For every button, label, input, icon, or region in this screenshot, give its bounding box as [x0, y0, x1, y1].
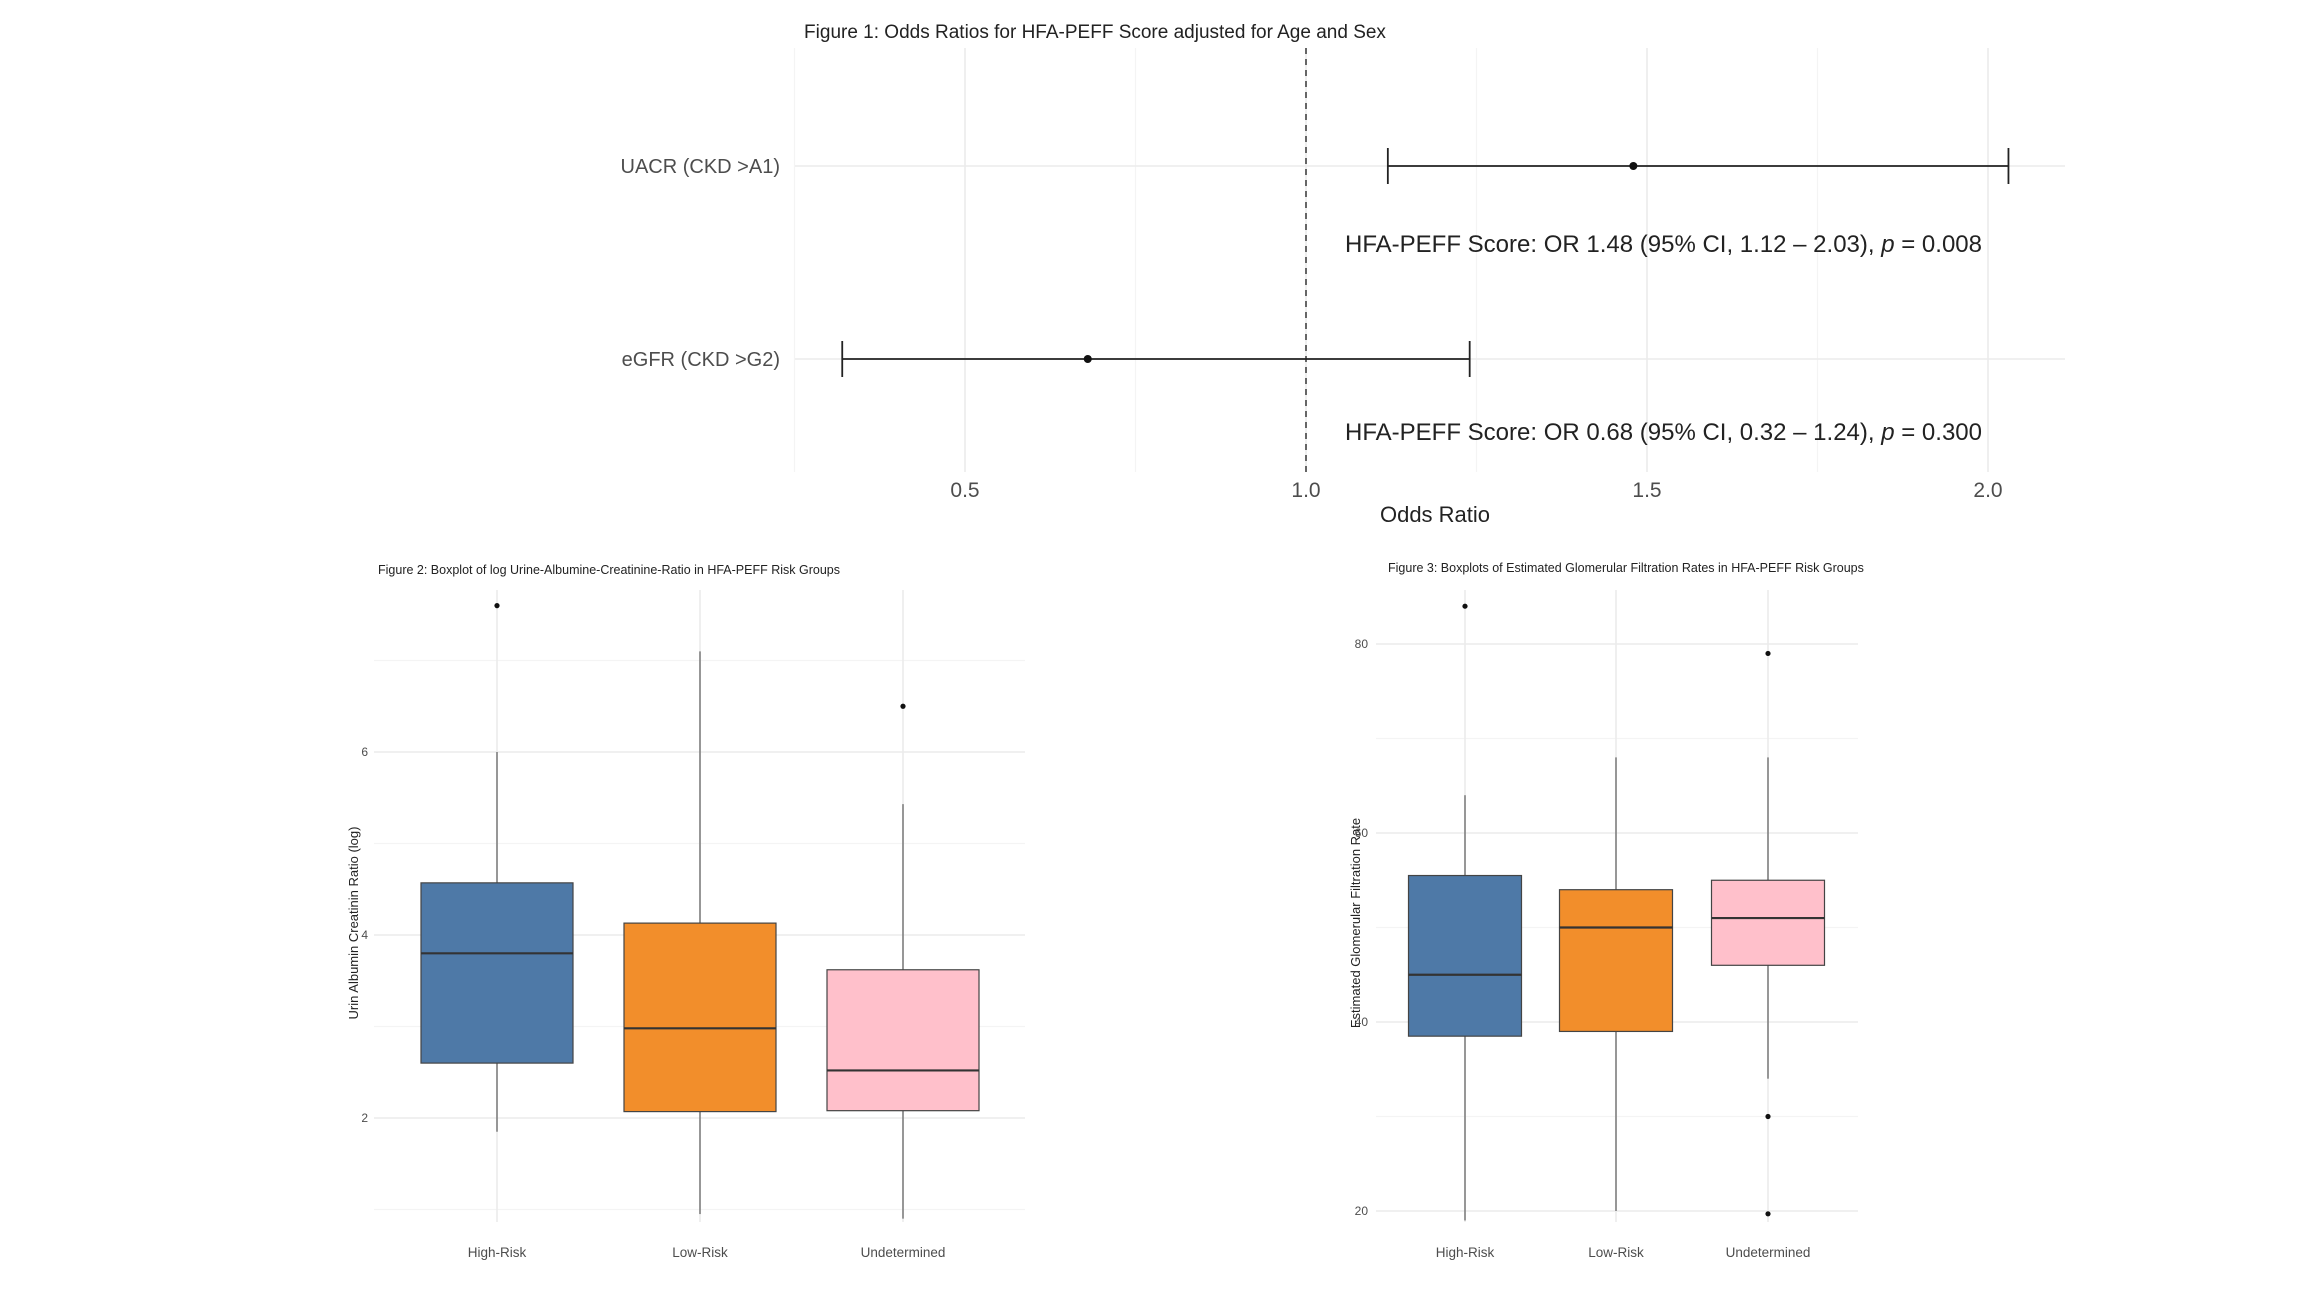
forest-annotation-p: p — [1880, 231, 1894, 258]
forest-plot: Figure 1: Odds Ratios for HFA-PEFF Score… — [621, 22, 2065, 527]
egfr-outlier — [1765, 650, 1771, 657]
uacr-box — [420, 882, 574, 1064]
forest-x-tick-label: 0.5 — [950, 479, 979, 502]
uacr-outlier — [900, 703, 906, 709]
egfr-boxplot-title: Figure 3: Boxplots of Estimated Glomerul… — [1388, 561, 1864, 575]
forest-row-label: eGFR (CKD >G2) — [622, 349, 780, 371]
uacr-x-tick-label: High-Risk — [468, 1245, 527, 1260]
uacr-y-tick-label: 4 — [361, 928, 368, 942]
forest-x-axis-label: Odds Ratio — [1380, 502, 1490, 527]
forest-x-tick-label: 2.0 — [1973, 479, 2002, 502]
forest-marks: 0.5 1.0 1.5 2.0 UACR (CKD >A1) HFA-PEFF Score… — [621, 48, 2010, 502]
forest-point-estimate — [1083, 355, 1092, 363]
uacr-boxplot-title: Figure 2: Boxplot of log Urine-Albumine-… — [378, 563, 840, 577]
forest-point-estimate — [1629, 162, 1638, 170]
egfr-box — [1407, 874, 1523, 1037]
forest-annotation-text: HFA-PEFF Score: OR 0.68 (95% CI, 0.32 – … — [1345, 419, 1881, 446]
uacr-y-axis-label: Urin Albumin Creatinin Ratio (log) — [346, 827, 361, 1020]
uacr-box — [623, 922, 777, 1113]
forest-annotation-p: p — [1880, 419, 1894, 446]
uacr-y-tick-label: 2 — [361, 1111, 368, 1125]
egfr-x-tick-label: High-Risk — [1436, 1245, 1495, 1260]
egfr-box — [1710, 879, 1826, 966]
egfr-outlier — [1765, 1113, 1771, 1120]
forest-title: Figure 1: Odds Ratios for HFA-PEFF Score… — [804, 22, 1386, 43]
uacr-marks: 2 4 6 High-Risk Low-Risk Undetermined — [361, 603, 980, 1260]
uacr-outlier — [494, 603, 500, 609]
forest-annotation-value: = 0.300 — [1895, 419, 1982, 446]
uacr-y-tick-label: 6 — [361, 745, 368, 759]
forest-grid — [793, 48, 2065, 472]
forest-annotation-value: = 0.008 — [1895, 231, 1982, 258]
forest-row-label: UACR (CKD >A1) — [621, 156, 780, 178]
uacr-x-tick-label: Undetermined — [861, 1245, 946, 1260]
egfr-y-tick-label: 20 — [1355, 1204, 1369, 1218]
uacr-boxplot: Figure 2: Boxplot of log Urine-Albumine-… — [346, 563, 1025, 1260]
egfr-boxplot: Figure 3: Boxplots of Estimated Glomerul… — [1348, 561, 1864, 1260]
egfr-outlier — [1462, 603, 1468, 609]
egfr-x-tick-label: Low-Risk — [1588, 1245, 1644, 1260]
egfr-y-axis-label: Estimated Glomerular Filtration Rate — [1348, 818, 1363, 1028]
egfr-outlier — [1765, 1211, 1771, 1217]
forest-annotation-text: HFA-PEFF Score: OR 1.48 (95% CI, 1.12 – … — [1345, 231, 1881, 258]
forest-annotation: HFA-PEFF Score: OR 1.48 (95% CI, 1.12 – … — [1345, 231, 1982, 258]
uacr-box — [826, 969, 980, 1112]
uacr-x-tick-label: Low-Risk — [672, 1245, 728, 1260]
forest-x-tick-label: 1.5 — [1632, 479, 1661, 502]
egfr-y-tick-label: 40 — [1355, 1015, 1369, 1029]
egfr-y-tick-label: 80 — [1355, 637, 1369, 651]
egfr-marks: 20 40 60 80 High-Risk Low-Risk Undetermined — [1355, 603, 1826, 1260]
egfr-y-tick-label: 60 — [1355, 826, 1369, 840]
egfr-box — [1558, 889, 1674, 1033]
forest-x-tick-label: 1.0 — [1291, 479, 1320, 502]
egfr-x-tick-label: Undetermined — [1726, 1245, 1811, 1260]
forest-annotation: HFA-PEFF Score: OR 0.68 (95% CI, 0.32 – … — [1345, 419, 1982, 446]
